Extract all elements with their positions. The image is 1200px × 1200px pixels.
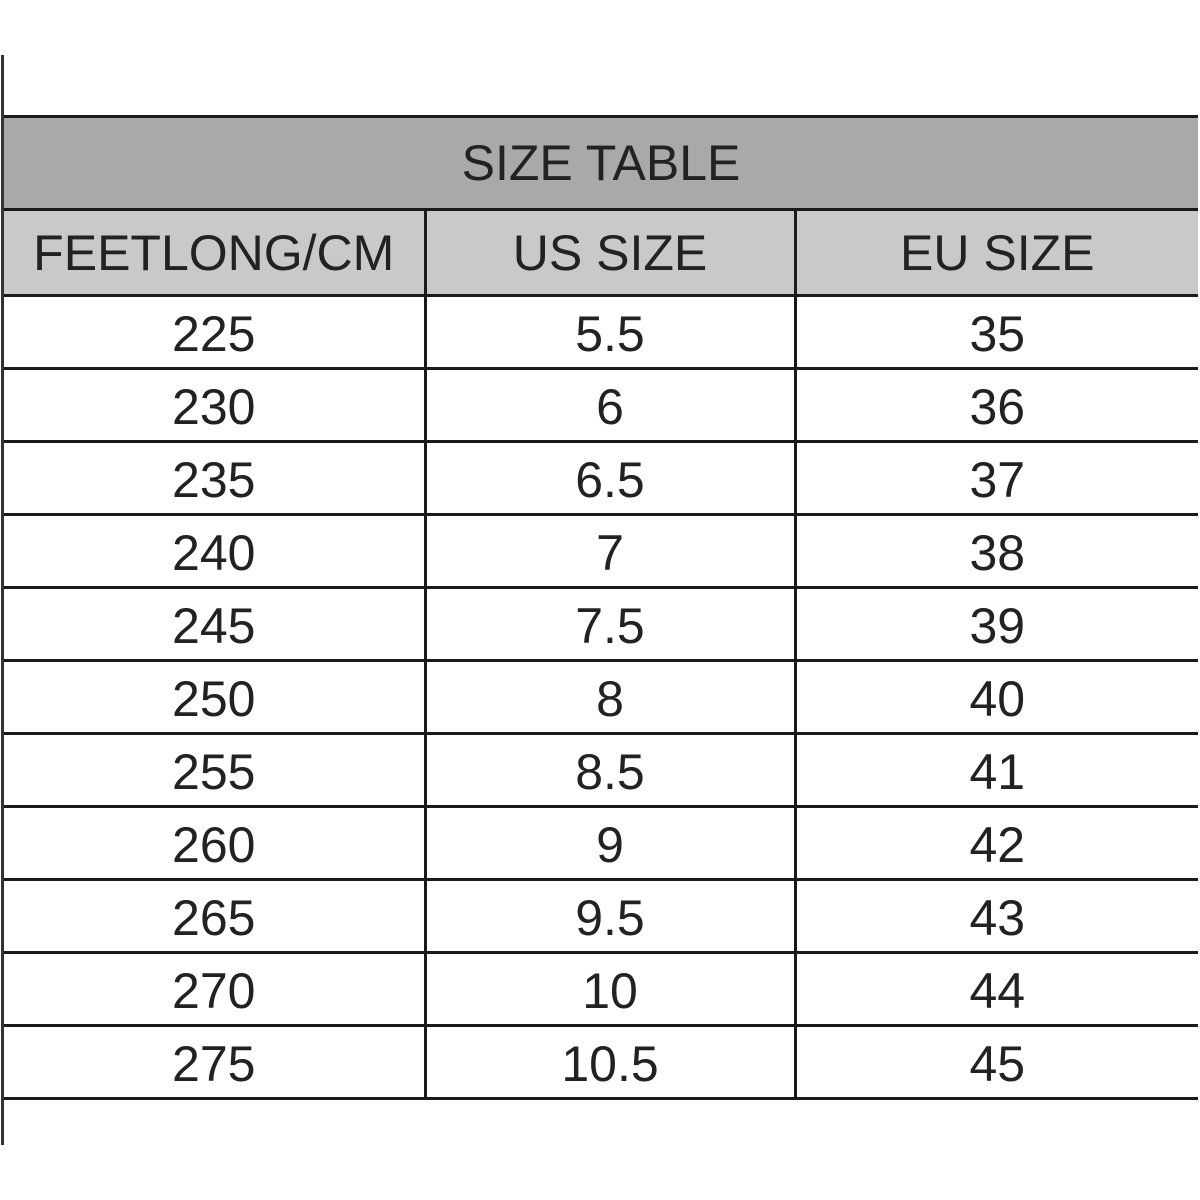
cell-feetlong: 250 [4, 659, 427, 735]
table-title: SIZE TABLE [4, 115, 1198, 211]
cell-feetlong: 255 [4, 732, 427, 808]
cell-feetlong: 225 [4, 294, 427, 370]
cell-eu-size: 41 [793, 732, 1198, 808]
title-row: SIZE TABLE [4, 115, 1198, 211]
cell-feetlong: 265 [4, 878, 427, 954]
table-row: 255 8.5 41 [4, 732, 1198, 808]
table-row: 245 7.5 39 [4, 586, 1198, 662]
table-row: 235 6.5 37 [4, 440, 1198, 516]
header-feetlong: FEETLONG/CM [4, 208, 427, 297]
cell-eu-size: 45 [793, 1024, 1198, 1100]
cell-eu-size: 37 [793, 440, 1198, 516]
cell-feetlong: 275 [4, 1024, 427, 1100]
cell-eu-size: 40 [793, 659, 1198, 735]
cell-us-size: 8 [423, 659, 797, 735]
table-row: 225 5.5 35 [4, 294, 1198, 370]
cell-us-size: 10.5 [423, 1024, 797, 1100]
cell-eu-size: 42 [793, 805, 1198, 881]
table-row: 250 8 40 [4, 659, 1198, 735]
cell-eu-size: 38 [793, 513, 1198, 589]
cell-feetlong: 235 [4, 440, 427, 516]
cell-us-size: 7.5 [423, 586, 797, 662]
table-row: 240 7 38 [4, 513, 1198, 589]
table-row: 230 6 36 [4, 367, 1198, 443]
cell-us-size: 6.5 [423, 440, 797, 516]
cell-us-size: 9.5 [423, 878, 797, 954]
table-row: 265 9.5 43 [4, 878, 1198, 954]
cell-eu-size: 36 [793, 367, 1198, 443]
header-row: FEETLONG/CM US SIZE EU SIZE [4, 208, 1198, 297]
table-row: 275 10.5 45 [4, 1024, 1198, 1100]
cell-eu-size: 43 [793, 878, 1198, 954]
left-border-line [1, 55, 4, 1145]
cell-feetlong: 245 [4, 586, 427, 662]
cell-us-size: 8.5 [423, 732, 797, 808]
cell-eu-size: 39 [793, 586, 1198, 662]
table-row: 270 10 44 [4, 951, 1198, 1027]
cell-us-size: 6 [423, 367, 797, 443]
cell-us-size: 9 [423, 805, 797, 881]
cell-us-size: 10 [423, 951, 797, 1027]
cell-feetlong: 260 [4, 805, 427, 881]
cell-feetlong: 230 [4, 367, 427, 443]
size-table: SIZE TABLE FEETLONG/CM US SIZE EU SIZE 2… [4, 115, 1198, 1100]
cell-feetlong: 240 [4, 513, 427, 589]
cell-us-size: 5.5 [423, 294, 797, 370]
cell-eu-size: 44 [793, 951, 1198, 1027]
table-row: 260 9 42 [4, 805, 1198, 881]
cell-us-size: 7 [423, 513, 797, 589]
header-us-size: US SIZE [423, 208, 797, 297]
header-eu-size: EU SIZE [793, 208, 1198, 297]
cell-eu-size: 35 [793, 294, 1198, 370]
cell-feetlong: 270 [4, 951, 427, 1027]
